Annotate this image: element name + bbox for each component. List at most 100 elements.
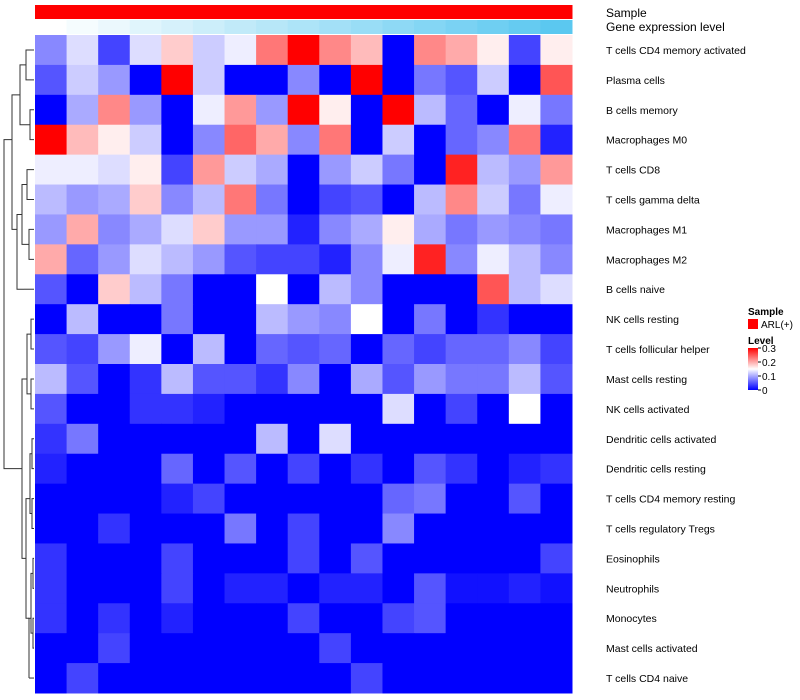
legend-level-tick-label: 0 [762,386,768,397]
heatmap-cell [35,393,68,425]
expression-track-cell [287,20,320,34]
heatmap-cell [350,393,383,425]
heatmap-cell [477,573,510,604]
heatmap-cell [287,423,320,455]
heatmap-cell [350,573,383,604]
dendrogram-branch [21,184,29,245]
heatmap-cell [477,513,510,544]
heatmap-cell [287,393,320,425]
heatmap-cell [287,214,320,245]
heatmap-cell [224,513,257,544]
heatmap-cell [445,663,478,694]
heatmap-cell [319,364,352,395]
heatmap-cell [382,35,415,66]
heatmap-cell [161,184,194,215]
heatmap-cell [224,393,257,425]
expression-track-cell [129,20,162,34]
heatmap-cell [382,274,415,305]
expression-track-cell [414,20,447,34]
heatmap-cell [508,214,541,245]
heatmap-cell [161,423,194,455]
row-label: B cells naive [606,284,665,296]
heatmap-cell [445,35,478,66]
heatmap-cell [414,64,447,96]
heatmap-cell [382,184,415,215]
heatmap-cell [350,543,383,574]
legend-sample-title: Sample [748,307,784,318]
heatmap-cell [287,513,320,544]
heatmap-cell [350,154,383,186]
heatmap-cell [477,35,510,66]
heatmap-cell [445,513,478,544]
heatmap-cell [129,184,162,215]
heatmap-cell [224,184,257,215]
dendrogram-branch [31,438,34,470]
heatmap-cell [35,423,68,455]
heatmap-cell [224,64,257,96]
heatmap-cell [66,304,99,335]
heatmap-cell [445,304,478,335]
heatmap-cell [192,64,226,96]
heatmap-cell [382,513,415,544]
heatmap-cell [508,663,541,694]
heatmap-cell [224,543,257,574]
heatmap-cell [256,214,289,245]
heatmap-cell [256,154,289,186]
heatmap-cell [129,244,162,275]
heatmap-cell [414,364,447,395]
heatmap-cell [477,483,510,515]
heatmap-cell [445,94,478,126]
heatmap-cell [350,364,383,395]
heatmap-cell [192,364,226,395]
heatmap-cell [382,64,415,96]
sample-track-cell [224,5,257,19]
heatmap-cell [35,483,68,515]
heatmap-cell [477,94,510,126]
heatmap-cell [382,94,415,126]
dendrogram-branch [25,498,30,619]
heatmap-cell [66,124,99,156]
expression-track-cell [192,20,226,34]
heatmap-cell [256,393,289,425]
sample-track-cell [66,5,99,19]
heatmap-cell [192,633,226,664]
heatmap-cell [445,573,478,604]
heatmap-cell [287,274,320,305]
heatmap-cell [192,483,226,515]
heatmap-cell [129,633,162,664]
heatmap-cell [256,603,289,634]
heatmap-cell [508,124,541,156]
heatmap-cell [256,483,289,515]
heatmap-cell [477,453,510,485]
heatmap-cell [414,184,447,215]
heatmap-cell [129,573,162,604]
heatmap-cell [540,393,573,425]
heatmap-cell [445,453,478,485]
heatmap-cell [66,513,99,544]
heatmap-cell [382,154,415,186]
heatmap-cell [414,423,447,455]
heatmap-cell [414,573,447,604]
heatmap-cell [287,364,320,395]
heatmap-cell [35,154,68,186]
heatmap-cell [98,35,131,66]
heatmap-cell [319,124,352,156]
heatmap-cell [508,64,541,96]
heatmap-cell [382,334,415,365]
row-label: Neutrophils [606,583,659,595]
heatmap-cell [477,663,510,694]
heatmap-cell [98,244,131,275]
heatmap-cell [192,513,226,544]
legend-sample-entry: ARL(+) [761,320,793,331]
heatmap-cell [287,483,320,515]
heatmap-cell [508,94,541,126]
heatmap-cell [382,244,415,275]
legend-sample-swatch [748,319,758,329]
heatmap-cell [224,573,257,604]
heatmap-cell [477,393,510,425]
dendrogram-branch [28,228,34,260]
dendrogram-branch [30,318,34,350]
heatmap-cell [66,214,99,245]
heatmap-cell [129,663,162,694]
heatmap-cell [508,304,541,335]
